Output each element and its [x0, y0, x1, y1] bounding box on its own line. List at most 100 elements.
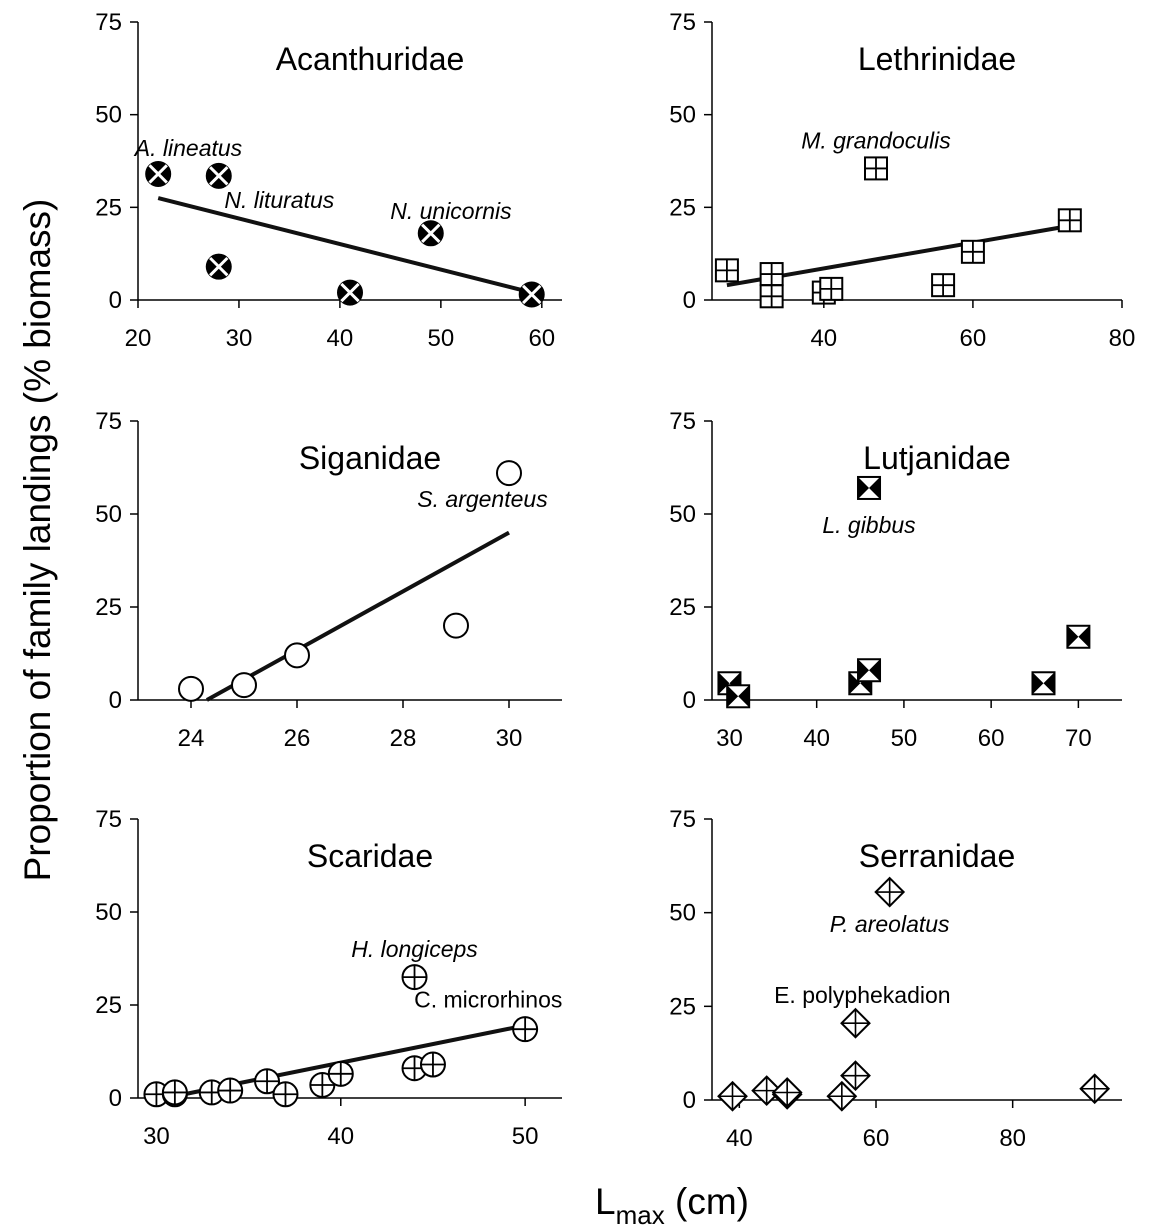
- y-tick-label: 50: [95, 102, 122, 129]
- panels-group: 0 25 50 75 20 30 40 50 60 Acanthuridae A. lineatus…: [95, 9, 1135, 1152]
- y-tick-label: 50: [95, 899, 122, 926]
- annotation-label: N. unicornis: [390, 198, 512, 224]
- annotation-label: E. polyphekadion: [774, 982, 950, 1008]
- annotation-label: A. lineatus: [133, 135, 243, 161]
- y-tick-label: 75: [669, 806, 696, 833]
- data-point: [714, 258, 739, 283]
- x-tick-label: 40: [726, 1125, 753, 1152]
- x-tick-label: 30: [226, 325, 253, 352]
- data-point: [178, 675, 204, 702]
- panel-title: Scaridae: [307, 838, 433, 874]
- x-axis-label: Lmax (cm): [595, 1181, 749, 1228]
- data-point: [759, 284, 784, 309]
- x-tick-label: 60: [960, 325, 987, 352]
- data-point: [205, 162, 232, 189]
- data-point: [931, 273, 956, 298]
- data-point: [1031, 671, 1056, 696]
- panel-title: Siganidae: [299, 440, 441, 476]
- data-point: [284, 642, 310, 669]
- x-tick-label: 60: [863, 1125, 890, 1152]
- data-point: [857, 658, 882, 683]
- x-tick-label: 30: [496, 725, 523, 752]
- data-point: [840, 1007, 871, 1039]
- data-point: [726, 684, 751, 709]
- x-tick-label: 26: [284, 725, 311, 752]
- y-tick-label: 25: [95, 992, 122, 1019]
- y-tick-label: 50: [669, 900, 696, 927]
- x-tick-label: 60: [978, 725, 1005, 752]
- data-point: [161, 1079, 188, 1106]
- x-tick-label: 20: [125, 325, 152, 352]
- y-tick-label: 25: [95, 594, 122, 621]
- y-tick-label: 0: [109, 1085, 122, 1112]
- y-tick-label: 25: [669, 194, 696, 221]
- x-tick-label: 30: [143, 1123, 170, 1150]
- data-point: [217, 1077, 244, 1104]
- annotation-label: L. gibbus: [822, 512, 916, 538]
- y-tick-label: 0: [109, 287, 122, 314]
- data-point: [864, 156, 888, 181]
- data-point: [419, 1051, 446, 1078]
- data-point: [1057, 208, 1082, 233]
- data-point: [1079, 1073, 1111, 1105]
- y-tick-label: 0: [109, 687, 122, 714]
- data-point: [231, 672, 257, 699]
- x-tick-label: 30: [716, 725, 743, 752]
- x-tick-label: 50: [512, 1123, 539, 1150]
- data-point: [819, 276, 844, 301]
- panel-lethrinidae: 0 25 50 75 40 60 80 Lethrinidae M. grandoculis: [669, 9, 1135, 352]
- y-tick-label: 75: [95, 9, 122, 36]
- y-tick-label: 75: [95, 408, 122, 435]
- data-point: [205, 253, 232, 280]
- x-tick-label: 50: [428, 325, 455, 352]
- panel-scaridae: 0 25 50 75 30 40 50 Scaridae H. longiceps C. micr…: [95, 806, 562, 1150]
- x-tick-label: 40: [803, 725, 830, 752]
- y-tick-label: 0: [683, 687, 696, 714]
- data-point: [417, 220, 444, 247]
- x-tick-label: 50: [891, 725, 918, 752]
- panel-lutjanidae: 0 25 50 75 30 40 50 60 70 Lutjanidae L. gibbus: [669, 408, 1122, 752]
- data-point: [145, 160, 172, 187]
- data-point: [759, 262, 784, 287]
- trend-line: [157, 196, 533, 295]
- x-tick-label: 24: [178, 725, 205, 752]
- y-axis-label: Proportion of family landings (% biomass…: [17, 199, 58, 882]
- panel-acanthuridae: 0 25 50 75 20 30 40 50 60 Acanthuridae A. lineatus…: [95, 9, 562, 352]
- data-point: [337, 279, 363, 306]
- data-point: [496, 460, 522, 487]
- annotation-label: N. lituratus: [224, 187, 334, 213]
- panel-siganidae: 0 25 50 75 24 26 28 30 Siganidae S. argenteus: [95, 408, 562, 752]
- trend-line: [726, 223, 1071, 288]
- trend-line: [205, 530, 510, 702]
- x-tick-label: 70: [1065, 725, 1092, 752]
- x-tick-label: 60: [528, 325, 555, 352]
- x-tick-label: 28: [390, 725, 417, 752]
- annotation-label: P. areolatus: [830, 911, 950, 937]
- annotation-label: C. microrhinos: [414, 986, 562, 1012]
- panel-serranidae: 0 25 50 75 40 60 80 Serranidae P. areolatus E. po…: [669, 806, 1122, 1152]
- y-tick-label: 25: [669, 993, 696, 1020]
- data-point: [960, 239, 985, 264]
- y-tick-label: 50: [95, 501, 122, 528]
- y-tick-label: 75: [95, 806, 122, 833]
- data-point: [518, 281, 545, 308]
- y-tick-label: 50: [669, 102, 696, 129]
- panel-title: Serranidae: [859, 838, 1016, 874]
- y-tick-label: 75: [669, 9, 696, 36]
- y-tick-label: 25: [95, 194, 122, 221]
- data-point: [443, 612, 469, 639]
- annotation-label: H. longiceps: [351, 936, 478, 962]
- annotation-label: S. argenteus: [417, 486, 548, 512]
- x-tick-label: 40: [327, 1123, 354, 1150]
- panel-title: Lethrinidae: [858, 41, 1016, 77]
- x-tick-label: 40: [810, 325, 837, 352]
- data-point: [857, 475, 882, 500]
- y-tick-label: 25: [669, 594, 696, 621]
- data-point: [272, 1081, 299, 1108]
- x-tick-label: 40: [327, 325, 354, 352]
- annotation-label: M. grandoculis: [801, 128, 951, 154]
- y-tick-label: 0: [683, 1087, 696, 1114]
- y-tick-label: 0: [683, 287, 696, 314]
- panel-title: Acanthuridae: [276, 41, 465, 77]
